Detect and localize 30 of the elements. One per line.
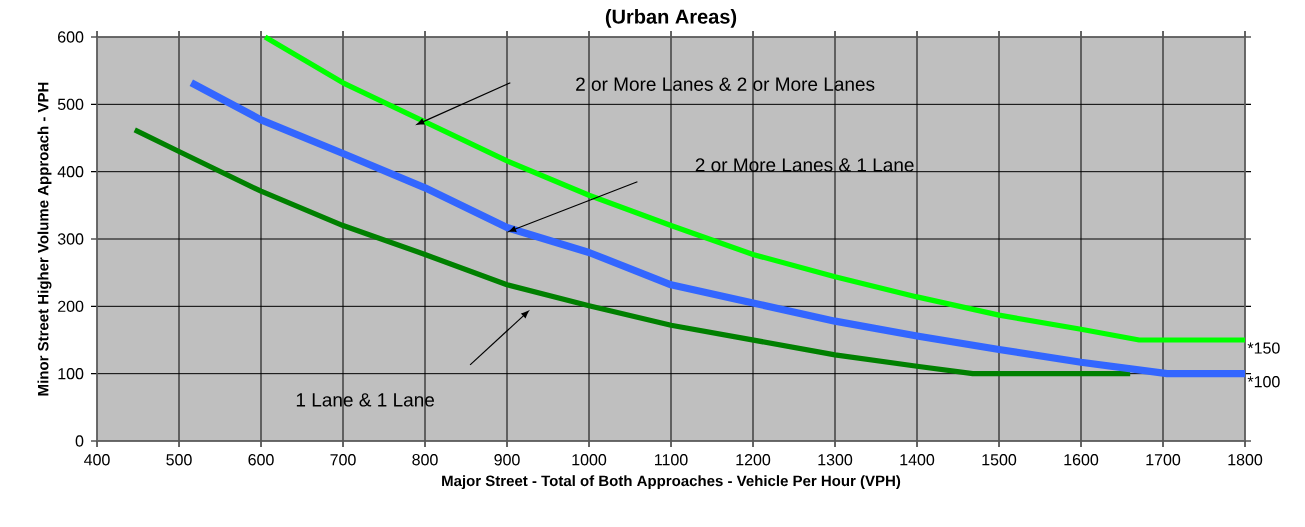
- x-tick-label: 1700: [1146, 454, 1181, 466]
- y-tick-label: 500: [57, 98, 84, 111]
- annotation: *100: [1247, 376, 1280, 388]
- y-tick-label: 300: [57, 233, 84, 245]
- y-tick-label: 600: [58, 31, 84, 43]
- x-tick-label: 1200: [736, 454, 771, 466]
- x-tick-label: 400: [84, 454, 110, 466]
- annotation: 1 Lane & 1 Lane: [296, 393, 434, 407]
- annotation: 2 or More Lanes & 1 Lane: [695, 158, 914, 172]
- x-tick-label: 700: [330, 454, 356, 466]
- annotation: *150: [1247, 342, 1280, 354]
- x-tick-label: 1300: [818, 454, 853, 466]
- y-tick-label: 0: [75, 435, 84, 447]
- chart-title: (Urban Areas): [605, 9, 737, 28]
- y-tick-label: 100: [58, 368, 84, 380]
- y-tick-label: 400: [57, 166, 84, 178]
- y-tick-label: 200: [58, 300, 84, 312]
- x-tick-label: 1100: [655, 454, 688, 466]
- x-tick-label: 1800: [1228, 454, 1263, 466]
- x-tick-label: 600: [248, 454, 274, 466]
- y-axis-title: Minor Street Higher Volume Approach - VPH: [37, 82, 52, 396]
- annotation: 2 or More Lanes & 2 or More Lanes: [576, 77, 875, 91]
- x-tick-label: 500: [166, 454, 192, 466]
- x-axis-title: Major Street - Total of Both Approaches - Vehicle Per Hour (VPH): [442, 475, 901, 490]
- x-tick-label: 900: [494, 454, 520, 466]
- x-tick-label: 1400: [900, 454, 935, 466]
- x-tick-label: 1600: [1064, 454, 1099, 466]
- x-tick-label: 1000: [572, 454, 607, 466]
- x-tick-label: 1500: [982, 454, 1017, 466]
- x-tick-label: 800: [412, 454, 438, 466]
